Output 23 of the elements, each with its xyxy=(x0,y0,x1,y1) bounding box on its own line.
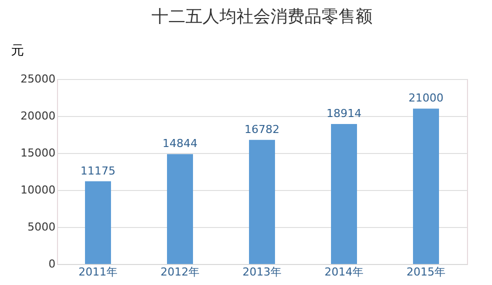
data-label: 21000 xyxy=(408,92,444,105)
bar xyxy=(167,154,193,264)
y-tick-label: 10000 xyxy=(20,184,56,196)
chart-title: 十二五人均社会消费品零售额 xyxy=(152,7,372,27)
y-tick-label: 0 xyxy=(48,258,56,270)
bar xyxy=(413,108,439,264)
y-tick-label: 25000 xyxy=(20,72,56,86)
bar xyxy=(85,181,111,264)
y-tick-label: 20000 xyxy=(20,110,56,122)
data-label: 14844 xyxy=(162,137,198,150)
y-tick-label: 15000 xyxy=(20,146,56,160)
data-label: 11175 xyxy=(80,164,116,178)
x-tick-label: 2015年 xyxy=(406,266,446,278)
data-label: 16782 xyxy=(244,122,280,136)
y-tick-label: 5000 xyxy=(28,220,56,234)
x-tick-label: 2014年 xyxy=(324,266,364,278)
x-tick-label: 2012年 xyxy=(160,266,200,278)
bar xyxy=(249,140,275,264)
y-axis-title: 元 xyxy=(11,44,24,58)
bar xyxy=(331,124,357,264)
x-tick-label: 2013年 xyxy=(242,266,282,278)
x-tick-label: 2011年 xyxy=(78,266,118,278)
data-label: 18914 xyxy=(326,107,362,120)
